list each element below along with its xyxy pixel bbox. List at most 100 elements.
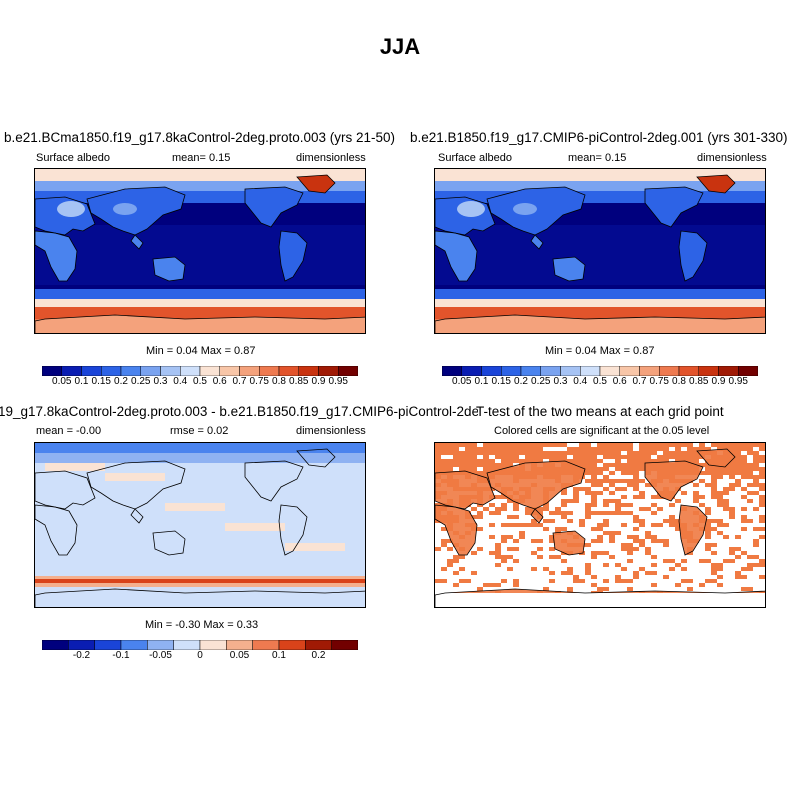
land-outline xyxy=(435,504,478,556)
colorbar-tick-label: 0.05 xyxy=(452,376,472,387)
land-outline xyxy=(296,448,336,468)
panel2-title: b.e21.B1850.f19_g17.CMIP6-piControl-2deg… xyxy=(410,130,788,145)
colorbar-tick-label: 0.85 xyxy=(289,376,309,387)
land-outline xyxy=(552,530,586,556)
land-outline xyxy=(678,230,708,282)
colorbar-swatch xyxy=(338,365,359,377)
colorbar-tick-label: 0.3 xyxy=(153,376,168,387)
colorbar-tick-label: 0.15 xyxy=(491,376,511,387)
panel4-title: T-test of the two means at each grid poi… xyxy=(476,404,724,419)
land-outline xyxy=(35,470,96,510)
land-outline xyxy=(152,256,186,282)
panel4-subtitle: Colored cells are significant at the 0.0… xyxy=(494,425,710,437)
land-outline xyxy=(35,314,365,333)
land-outline xyxy=(244,186,304,228)
colorbar-tick-label: 0.8 xyxy=(672,376,686,387)
colorbar-tick-label: 0.1 xyxy=(272,650,286,661)
colorbar-tick-label: 0.2 xyxy=(311,650,326,661)
colorbar-tick-label: 0.25 xyxy=(531,376,551,387)
land-outline xyxy=(35,230,78,282)
land-outline xyxy=(486,186,586,236)
land-outline xyxy=(435,230,478,282)
panel1-colorbar xyxy=(41,363,359,377)
colorbar-tick-label: 0.9 xyxy=(711,376,726,387)
land-outline xyxy=(86,186,186,236)
panel2-mean-label: mean= 0.15 xyxy=(568,152,627,164)
colorbar-swatch xyxy=(160,365,181,377)
colorbar-swatch xyxy=(461,365,482,377)
colorbar-tick-label: -0.1 xyxy=(112,650,130,661)
figure-title: JJA xyxy=(379,34,421,59)
colorbar-tick-label: 0.25 xyxy=(131,376,151,387)
colorbar-swatch xyxy=(501,365,522,377)
colorbar-swatch xyxy=(259,365,280,377)
colorbar-tick-label: 0.15 xyxy=(91,376,111,387)
land-outline xyxy=(278,504,308,556)
colorbar-tick-label: 0.95 xyxy=(328,376,348,387)
colorbar-swatch xyxy=(718,365,739,377)
land-outline xyxy=(435,470,496,510)
panel3-colorbar xyxy=(41,637,359,651)
colorbar-swatch xyxy=(173,639,201,651)
land-outline xyxy=(35,588,365,607)
panel4-significance-map xyxy=(434,442,766,608)
land-outline xyxy=(296,174,336,194)
colorbar-tick-label: 0 xyxy=(197,650,203,661)
land-outline xyxy=(644,186,704,228)
colorbar-tick-label: 0.6 xyxy=(212,376,227,387)
colorbar-tick-label: 0.2 xyxy=(114,376,128,387)
panel1-mean-label: mean= 0.15 xyxy=(172,152,231,164)
colorbar-swatch xyxy=(481,365,502,377)
land-outline xyxy=(486,460,586,510)
colorbar-swatch xyxy=(239,365,260,377)
colorbar-swatch xyxy=(147,639,174,651)
colorbar-tick-label: 0.1 xyxy=(74,376,89,387)
colorbar-swatch xyxy=(331,639,359,651)
colorbar-swatch xyxy=(199,365,220,377)
colorbar-swatch xyxy=(540,365,561,377)
panel3-minmax-label: Min = -0.30 Max = 0.33 xyxy=(145,619,259,631)
panel2-albedo-map xyxy=(434,168,766,334)
colorbar-swatch xyxy=(278,365,299,377)
colorbar-swatch xyxy=(41,365,62,377)
land-outline xyxy=(278,230,308,282)
land-outline xyxy=(696,174,736,194)
colorbar-tick-label: 0.85 xyxy=(689,376,709,387)
colorbar-tick-label: 0.5 xyxy=(593,376,607,387)
colorbar-tick-label: 0.05 xyxy=(229,650,250,661)
panel2-minmax-label: Min = 0.04 Max = 0.87 xyxy=(545,345,655,357)
panel2-units-label: dimensionless xyxy=(697,152,767,164)
colorbar-swatch xyxy=(226,639,253,651)
panel3-title: 19_g17.8kaControl-2deg.proto.003 - b.e21… xyxy=(0,404,478,419)
colorbar-tick-label: 0.3 xyxy=(553,376,568,387)
colorbar-swatch xyxy=(120,365,141,377)
land-outline xyxy=(552,256,586,282)
colorbar-swatch xyxy=(738,365,759,377)
panel3-mean-label: mean = -0.00 xyxy=(36,425,102,437)
land-outline xyxy=(130,234,144,250)
land-outline xyxy=(435,196,496,236)
colorbar-tick-label: -0.05 xyxy=(149,650,172,661)
colorbar-tick-label: 0.7 xyxy=(632,376,647,387)
panel1-units-label: dimensionless xyxy=(296,152,366,164)
land-outline xyxy=(435,588,765,607)
colorbar-swatch xyxy=(560,365,581,377)
panel1-variable-label: Surface albedo xyxy=(36,152,110,164)
colorbar-swatch xyxy=(61,365,82,377)
colorbar-tick-label: 0.4 xyxy=(573,376,588,387)
land-outline xyxy=(644,460,704,502)
colorbar-tick-label: 0.1 xyxy=(474,376,489,387)
colorbar-swatch xyxy=(278,639,306,651)
colorbar-swatch xyxy=(140,365,161,377)
colorbar-tick-label: 0.05 xyxy=(52,376,72,387)
colorbar-swatch xyxy=(698,365,719,377)
land-outline xyxy=(530,508,544,524)
colorbar-swatch xyxy=(180,365,201,377)
land-outline xyxy=(678,504,708,556)
land-outline xyxy=(696,448,736,468)
colorbar-swatch xyxy=(520,365,541,377)
colorbar-swatch xyxy=(659,365,680,377)
panel2-colorbar xyxy=(441,363,759,377)
colorbar-swatch xyxy=(441,365,462,377)
colorbar-tick-label: 0.7 xyxy=(232,376,247,387)
